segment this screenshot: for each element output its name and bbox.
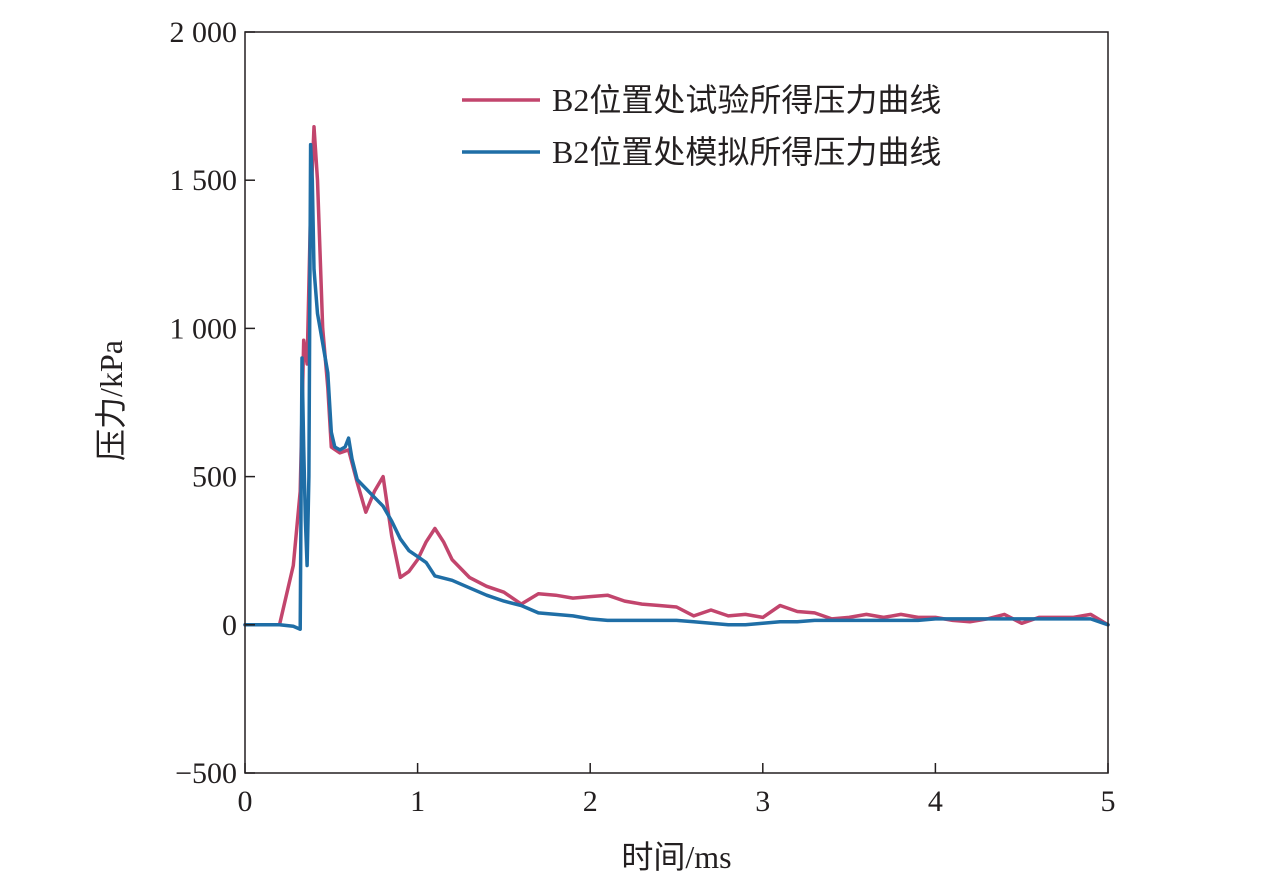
x-tick-label: 3 [755, 785, 770, 818]
y-axis: −500 0 500 1 000 1 500 2 000 [170, 16, 255, 790]
x-tick-label: 4 [928, 785, 943, 818]
legend: B2位置处试验所得压力曲线 B2位置处模拟所得压力曲线 [462, 82, 941, 170]
y-tick-label: 0 [222, 609, 237, 642]
y-tick-label: 1 000 [170, 312, 238, 345]
y-tick-label: 500 [192, 461, 237, 494]
x-tick-label: 1 [410, 785, 425, 818]
y-tick-label: 1 500 [170, 164, 238, 197]
series-layer [243, 125, 1110, 631]
y-tick-label: −500 [175, 757, 237, 790]
x-tick-label: 2 [583, 785, 598, 818]
legend-label: B2位置处试验所得压力曲线 [552, 82, 941, 118]
plot-frame [244, 31, 1109, 774]
legend-label: B2位置处模拟所得压力曲线 [552, 134, 941, 170]
x-axis-title: 时间/ms [621, 839, 731, 875]
y-axis-title: 压力/kPa [93, 340, 129, 461]
series-line-simulation [243, 142, 1110, 631]
x-tick-label: 5 [1101, 785, 1116, 818]
y-tick-label: 2 000 [170, 16, 238, 49]
series-line-experiment [243, 125, 1110, 627]
x-axis: 0 1 2 3 4 5 [238, 763, 1116, 818]
x-tick-label: 0 [238, 785, 253, 818]
